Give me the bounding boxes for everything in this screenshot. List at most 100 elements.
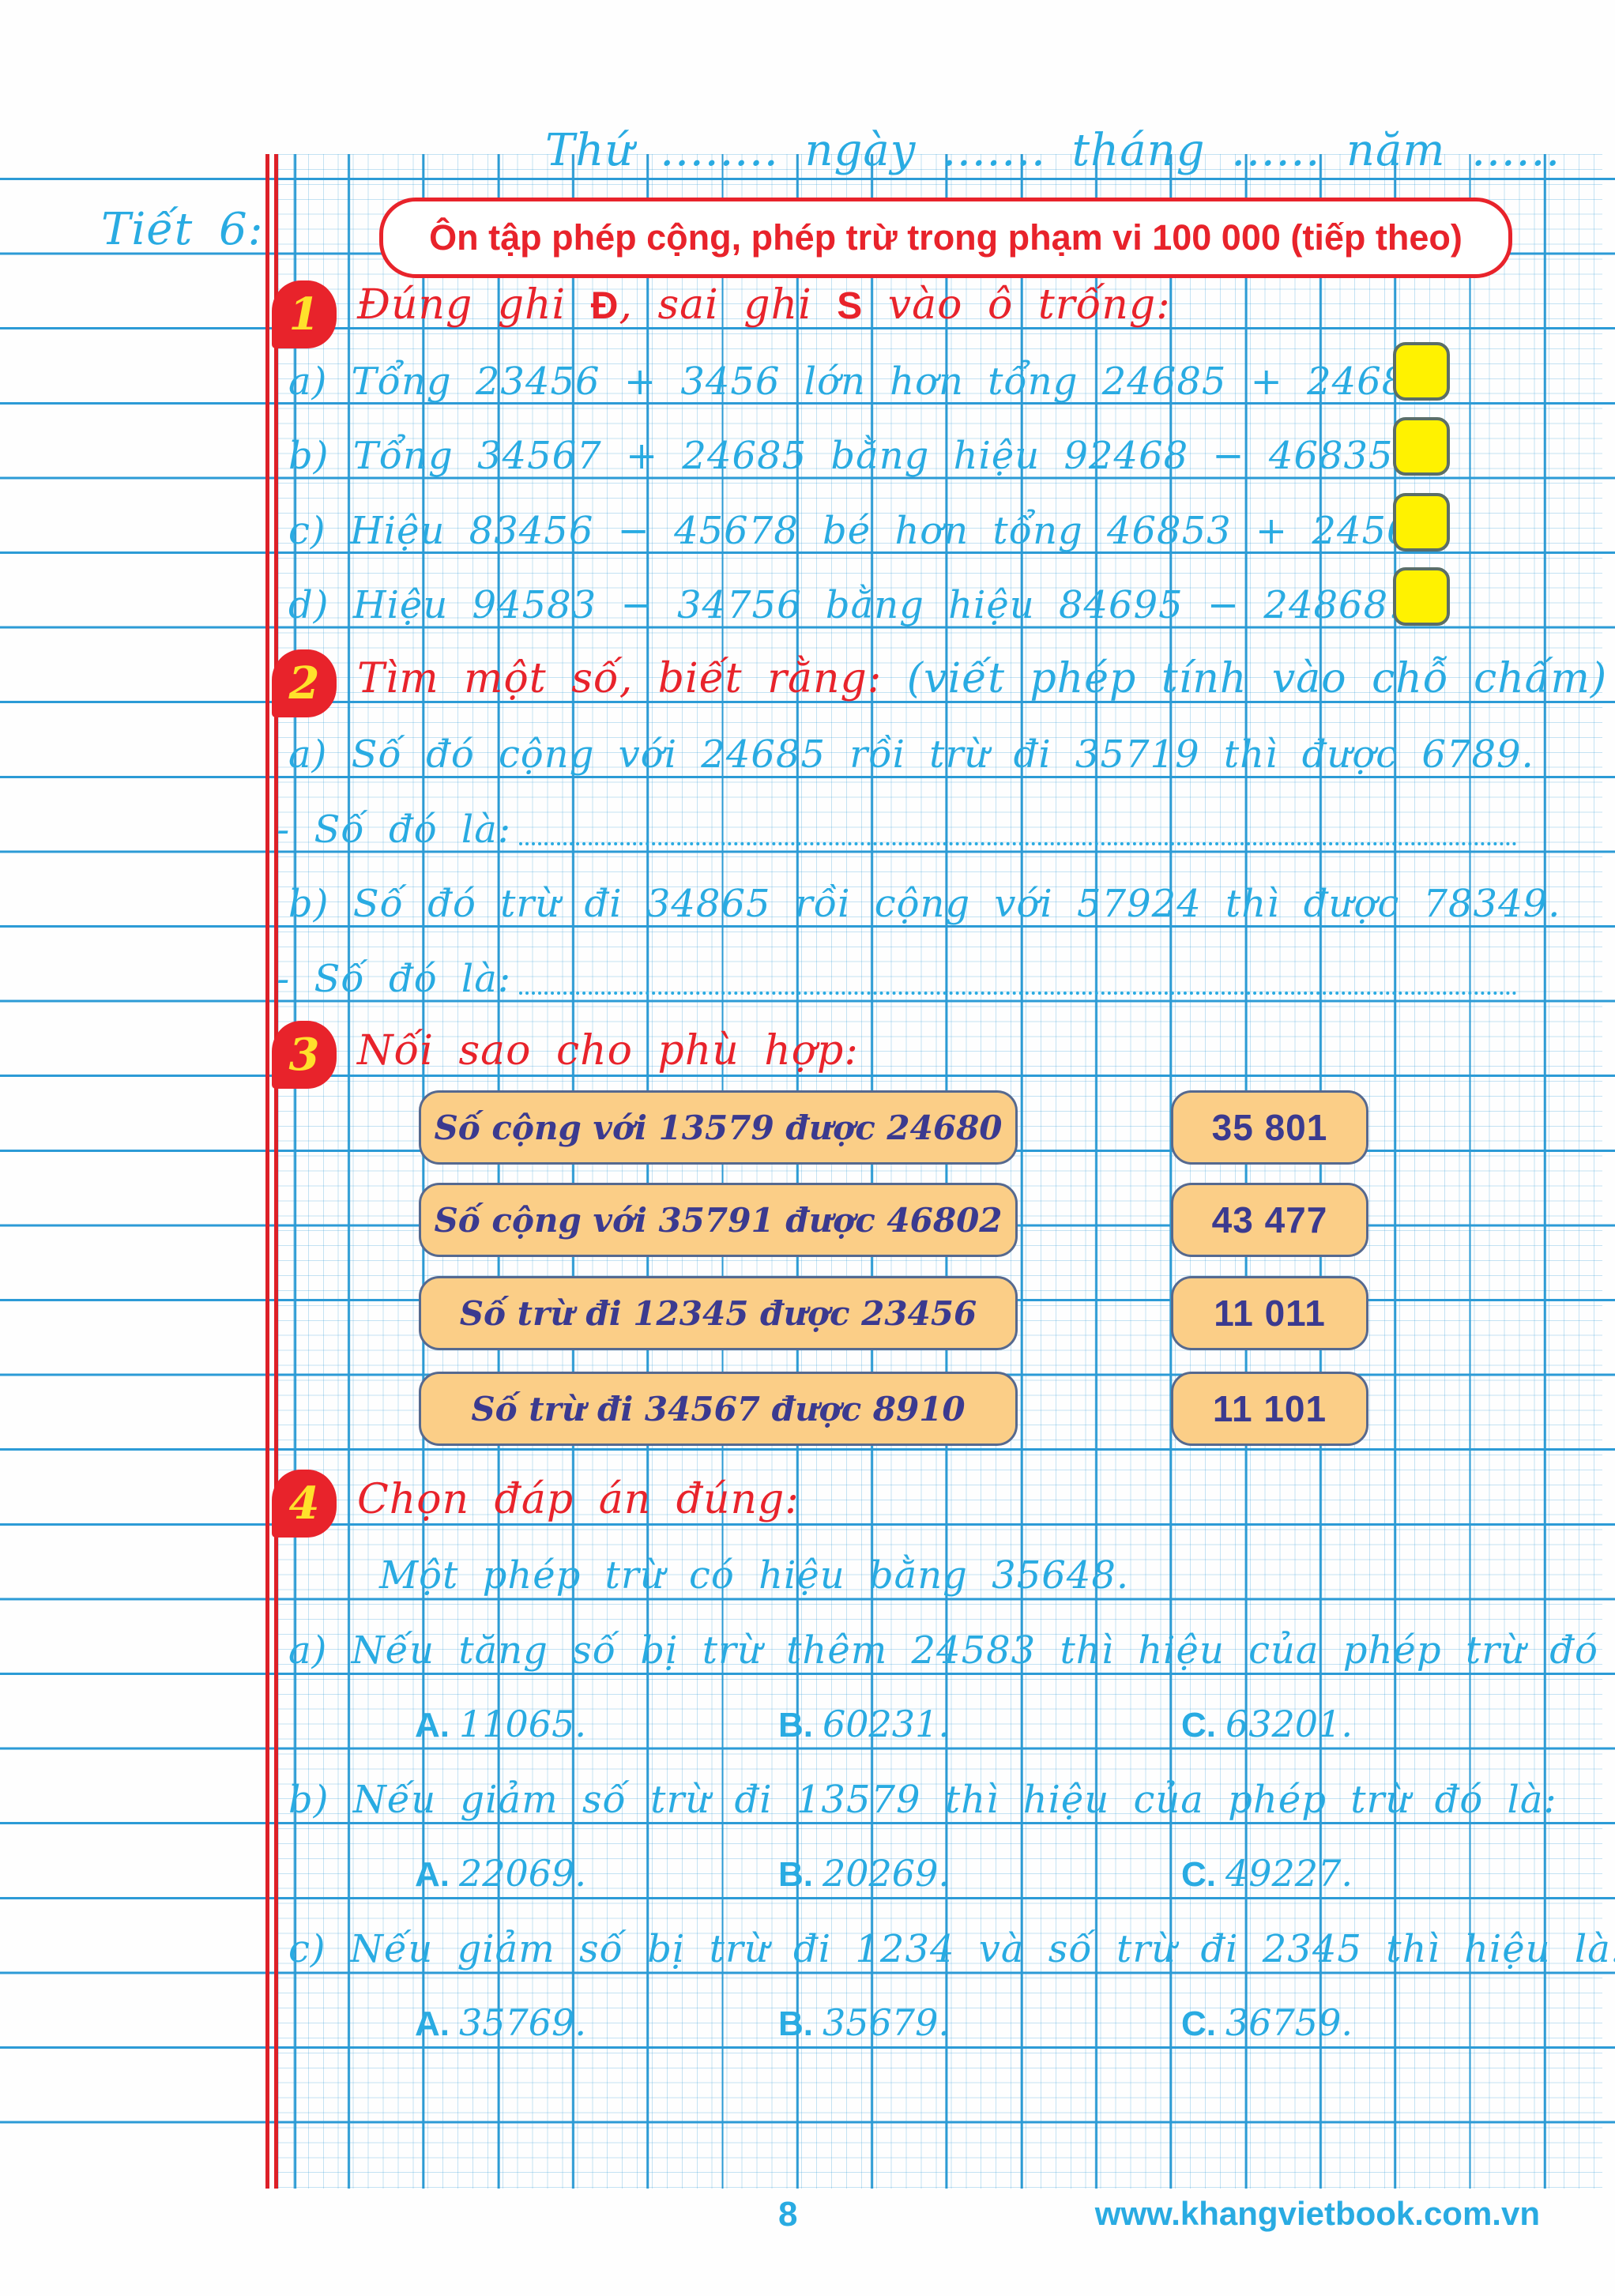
item-label: b) (288, 1778, 329, 1822)
option-value: 20269. (823, 1852, 950, 1895)
exercise-2-item-a: a) Số đó cộng với 24685 rồi trừ đi 35719… (288, 732, 1534, 777)
match-right-text: 11 101 (1212, 1388, 1327, 1429)
match-right-box-1[interactable]: 35 801 (1171, 1090, 1368, 1165)
match-left-box-3[interactable]: Số trừ đi 12345 được 23456 (419, 1276, 1018, 1350)
option-value: 22069. (459, 1852, 586, 1895)
match-right-box-4[interactable]: 11 101 (1171, 1372, 1368, 1446)
dotted-answer-leader[interactable] (519, 841, 1517, 845)
match-left-text: Số trừ đi 12345 được 23456 (459, 1293, 977, 1333)
exercise-1-title: Đúng ghi Đ, sai ghi S vào ô trống: (357, 281, 1171, 329)
option-key: B. (778, 1706, 813, 1745)
option-a-B[interactable]: B. 60231. (778, 1703, 950, 1745)
answer-label: - Số đó là: (277, 807, 512, 852)
answer-box-b[interactable] (1393, 417, 1450, 476)
lesson-title-box: Ôn tập phép cộng, phép trừ trong phạm vi… (379, 198, 1512, 278)
exercise-1-item-b: b) Tổng 34567 + 24685 bằng hiệu 92468 − … (288, 434, 1406, 478)
match-right-box-2[interactable]: 43 477 (1171, 1183, 1368, 1257)
option-a-A[interactable]: A. 11065. (415, 1703, 586, 1745)
item-label: b) (288, 434, 329, 478)
option-b-B[interactable]: B. 20269. (778, 1852, 950, 1895)
option-c-A[interactable]: A. 35769. (415, 2001, 586, 2044)
intro-text: Một phép trừ có hiệu bằng 35648. (379, 1553, 1130, 1598)
option-value: 60231. (823, 1703, 950, 1745)
item-text: Số đó cộng với 24685 rồi trừ đi 35719 th… (351, 732, 1534, 777)
option-c-C[interactable]: C. 36759. (1181, 2001, 1353, 2044)
item-label: b) (288, 882, 329, 926)
option-key: B. (778, 2004, 813, 2043)
option-value: 35769. (459, 2001, 586, 2044)
match-right-box-3[interactable]: 11 011 (1171, 1276, 1368, 1350)
dotted-answer-leader[interactable] (519, 991, 1517, 995)
exercise-2-title-text: Tìm một số, biết rằng: (357, 655, 907, 702)
item-text: Nếu giảm số trừ đi 13579 thì hiệu của ph… (352, 1778, 1557, 1822)
option-key: C. (1181, 1706, 1216, 1745)
margin-line-outer (265, 154, 269, 2189)
lesson-title: Ôn tập phép cộng, phép trừ trong phạm vi… (429, 217, 1463, 258)
date-header[interactable]: Thứ ........ ngày ....... tháng ...... n… (545, 125, 1561, 176)
exercise-4-badge: 4 (272, 1470, 337, 1538)
exercise-1-number: 1 (288, 288, 320, 341)
exercise-2-badge: 2 (272, 649, 337, 717)
exercise-4-title: Chọn đáp án đúng: (357, 1476, 800, 1523)
option-key: C. (1181, 2004, 1216, 2043)
option-key: B. (778, 1855, 813, 1894)
match-left-box-2[interactable]: Số cộng với 35791 được 46802 (419, 1183, 1018, 1257)
options-row-b: A. 22069. B. 20269. C. 49227. (0, 1852, 1615, 1899)
exercise-4-item-a: a) Nếu tăng số bị trừ thêm 24583 thì hiệ… (288, 1628, 1615, 1673)
option-key: A. (415, 1706, 450, 1745)
option-value: 36759. (1225, 2001, 1353, 2044)
option-b-A[interactable]: A. 22069. (415, 1852, 586, 1895)
option-value: 11065. (459, 1703, 586, 1745)
item-label: d) (288, 583, 329, 627)
match-left-box-1[interactable]: Số cộng với 13579 được 24680 (419, 1090, 1018, 1165)
option-b-C[interactable]: C. 49227. (1181, 1852, 1353, 1895)
item-label: c) (288, 509, 326, 553)
answer-line-2a[interactable]: - Số đó là: (277, 807, 1517, 852)
exercise-3-title: Nối sao cho phù hợp: (357, 1027, 859, 1075)
match-left-box-4[interactable]: Số trừ đi 34567 được 8910 (419, 1372, 1018, 1446)
option-value: 35679. (823, 2001, 950, 2044)
exercise-2-number: 2 (288, 657, 320, 710)
margin-line-inner (274, 154, 278, 2189)
answer-box-d[interactable] (1393, 567, 1450, 626)
exercise-1-item-c: c) Hiệu 83456 − 45678 bé hơn tổng 46853 … (288, 509, 1436, 553)
exercise-2-title: Tìm một số, biết rằng: (viết phép tính v… (357, 655, 1607, 702)
match-left-text: Số cộng với 13579 được 24680 (434, 1108, 1003, 1147)
answer-box-c[interactable] (1393, 493, 1450, 551)
option-key: C. (1181, 1855, 1216, 1894)
match-right-text: 11 011 (1214, 1293, 1326, 1334)
exercise-3-number: 3 (288, 1029, 320, 1081)
answer-label: - Số đó là: (277, 957, 512, 1001)
answer-line-2b[interactable]: - Số đó là: (277, 957, 1517, 1001)
exercise-4-intro: Một phép trừ có hiệu bằng 35648. (379, 1553, 1129, 1598)
exercise-4-item-b: b) Nếu giảm số trừ đi 13579 thì hiệu của… (288, 1778, 1557, 1822)
option-a-C[interactable]: C. 63201. (1181, 1703, 1353, 1745)
exercise-3-title-text: Nối sao cho phù hợp: (357, 1027, 859, 1075)
exercise-1-item-a: a) Tổng 23456 + 3456 lớn hơn tổng 24685 … (288, 359, 1420, 404)
exercise-3-badge: 3 (272, 1021, 337, 1089)
match-right-text: 35 801 (1211, 1107, 1328, 1148)
item-text: Tổng 34567 + 24685 bằng hiệu 92468 − 468… (352, 434, 1406, 478)
item-text: Số đó trừ đi 34865 rồi cộng với 57924 th… (352, 882, 1561, 926)
option-value: 49227. (1225, 1852, 1353, 1895)
exercise-1-title-seg3: vào ô trống: (863, 281, 1171, 329)
exercise-4-number: 4 (288, 1477, 320, 1530)
match-left-text: Số trừ đi 34567 được 8910 (471, 1389, 966, 1428)
match-right-text: 43 477 (1211, 1199, 1328, 1240)
exercise-4-item-c: c) Nếu giảm số bị trừ đi 1234 và số trừ … (288, 1927, 1615, 1971)
answer-box-a[interactable] (1393, 342, 1450, 401)
lesson-number-label: Tiết 6: (101, 204, 264, 255)
item-text: Hiệu 83456 − 45678 bé hơn tổng 46853 + 2… (349, 509, 1437, 553)
item-label: a) (288, 732, 328, 777)
exercise-1-title-seg1: Đúng ghi (357, 281, 591, 329)
exercise-2-title-note: (viết phép tính vào chỗ chấm) (906, 655, 1608, 702)
item-text: Tổng 23456 + 3456 lớn hơn tổng 24685 + 2… (351, 359, 1420, 404)
exercise-1-item-d: d) Hiệu 94583 − 34756 bằng hiệu 84695 − … (288, 583, 1401, 627)
option-c-B[interactable]: B. 35679. (778, 2001, 950, 2044)
option-key: A. (415, 1855, 450, 1894)
exercise-1-letter-S: S (837, 285, 864, 327)
exercise-1-title-seg2: , sai ghi (619, 281, 838, 329)
website-link[interactable]: www.khangvietbook.com.vn (1094, 2195, 1540, 2232)
page-number: 8 (778, 2195, 798, 2234)
